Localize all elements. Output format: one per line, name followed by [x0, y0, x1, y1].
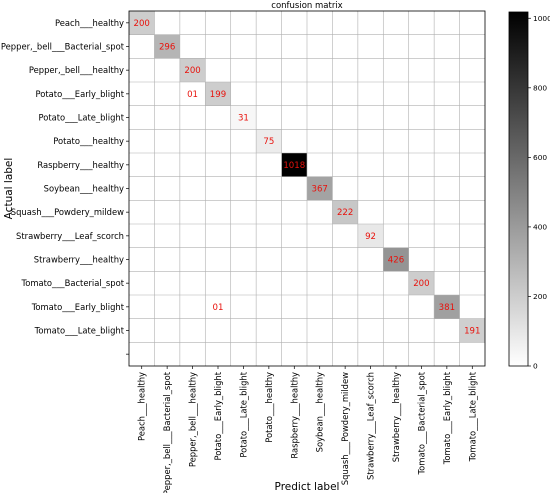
cell-value: 92 — [365, 232, 376, 242]
y-tick-label: Tomato___Early_blight — [31, 302, 125, 312]
cell-value: 296 — [159, 43, 175, 53]
y-tick-label: Raspberry___healthy — [37, 160, 124, 170]
cell-value: 75 — [263, 137, 274, 147]
x-tick-label: Raspberry___healthy — [289, 372, 299, 459]
heatmap-cell — [383, 247, 409, 272]
heatmap-cell — [307, 176, 333, 201]
cell-value: 200 — [134, 19, 150, 29]
x-tick-label: Strawberry___Leaf_scorch — [366, 372, 376, 480]
heatmap-cells — [129, 11, 485, 343]
colorbar-tick-label: 200 — [533, 292, 547, 301]
heatmap-cell — [332, 200, 358, 224]
heatmap-cell — [408, 271, 435, 295]
x-axis-label: Predict label — [275, 481, 340, 493]
heatmap-cell — [179, 58, 206, 82]
x-tick-label: Pepper,_bell___healthy — [188, 372, 198, 467]
chart-title: confusion matrix — [271, 1, 342, 11]
x-tick-label: Potato___healthy — [264, 372, 274, 443]
heatmap-cell — [205, 295, 231, 319]
cell-value: 31 — [238, 114, 249, 124]
colorbar — [508, 11, 529, 367]
cell-value: 1018 — [283, 161, 305, 171]
x-tick-label: Tomato___Bacterial_spot — [416, 371, 426, 475]
colorbar-tick-label: 400 — [533, 222, 547, 231]
y-tick-label: Tomato___Late_blight — [34, 326, 125, 336]
cell-value: 381 — [439, 303, 455, 313]
y-tick-label: Squash___Powdery_mildew — [11, 207, 124, 217]
y-tick-label: Potato___healthy — [53, 136, 124, 146]
x-tick-label: Potato___Early_blight — [213, 371, 223, 460]
cell-value: 426 — [388, 256, 404, 266]
cell-value: 01 — [213, 303, 224, 313]
y-tick-label: Pepper,_bell___Bacterial_spot — [1, 42, 125, 52]
colorbar-tick-label: 600 — [533, 153, 547, 162]
cell-value: 199 — [210, 90, 226, 100]
y-tick-label: Pepper,_bell___healthy — [29, 65, 124, 75]
colorbar-tick-label: 1000 — [533, 14, 550, 23]
y-tick-labels: Peach___healthy Pepper,_bell___Bacterial_… — [1, 18, 129, 355]
heatmap-cell — [281, 153, 307, 177]
colorbar-ticks: 0 200 400 600 800 1000 — [528, 14, 550, 371]
x-tick-label: Peach___healthy — [137, 372, 147, 441]
y-tick-label: Strawberry___healthy — [34, 255, 124, 265]
colorbar-tick-label: 0 — [533, 362, 538, 371]
x-tick-label: Pepper,_bell___Bacterial_spot — [162, 371, 172, 493]
x-tick-labels: Peach___healthy Pepper,_bell___Bacterial_… — [137, 366, 477, 493]
x-tick-label: Soybean___healthy — [315, 372, 325, 452]
x-tick-label: Potato___Late_blight — [238, 371, 248, 457]
y-tick-label: Tomato___Bacterial_spot — [21, 278, 125, 288]
x-tick-label: Tomato___Late_blight — [467, 371, 477, 462]
y-tick-label: Potato___Late_blight — [38, 113, 124, 123]
cell-value: 200 — [413, 279, 429, 289]
cell-values: 200 296 200 01 199 31 75 1018 367 222 92 426 200 01 38… — [134, 19, 481, 337]
heatmap-cell — [230, 105, 257, 130]
heatmap-cell — [129, 11, 155, 35]
grid-lines — [129, 11, 485, 366]
y-tick-label: Strawberry___Leaf_scorch — [16, 231, 124, 241]
heatmap-cell — [205, 82, 231, 106]
x-tick-label: Strawberry___healthy — [391, 372, 401, 462]
cell-value: 191 — [464, 327, 480, 337]
colorbar-tick-label: 800 — [533, 83, 547, 92]
cell-value: 200 — [184, 66, 200, 76]
heatmap-cell — [459, 318, 485, 343]
x-tick-label: Squash___Powdery_mildew — [340, 372, 350, 485]
heatmap-cell — [434, 295, 460, 319]
cell-value: 222 — [337, 208, 353, 218]
y-tick-label: Soybean___healthy — [44, 184, 124, 194]
x-tick-label: Tomato___Early_blight — [442, 371, 452, 465]
heatmap-cell — [357, 224, 384, 248]
y-tick-label: Peach___healthy — [55, 18, 124, 28]
y-tick-label: Potato___Early_blight — [36, 89, 125, 99]
heatmap-cell — [179, 82, 206, 106]
heatmap-cell — [256, 129, 282, 153]
y-axis-label: Actual label — [3, 158, 15, 220]
heatmap-cell — [154, 34, 180, 59]
cell-value: 01 — [187, 90, 198, 100]
cell-value: 367 — [312, 185, 328, 195]
